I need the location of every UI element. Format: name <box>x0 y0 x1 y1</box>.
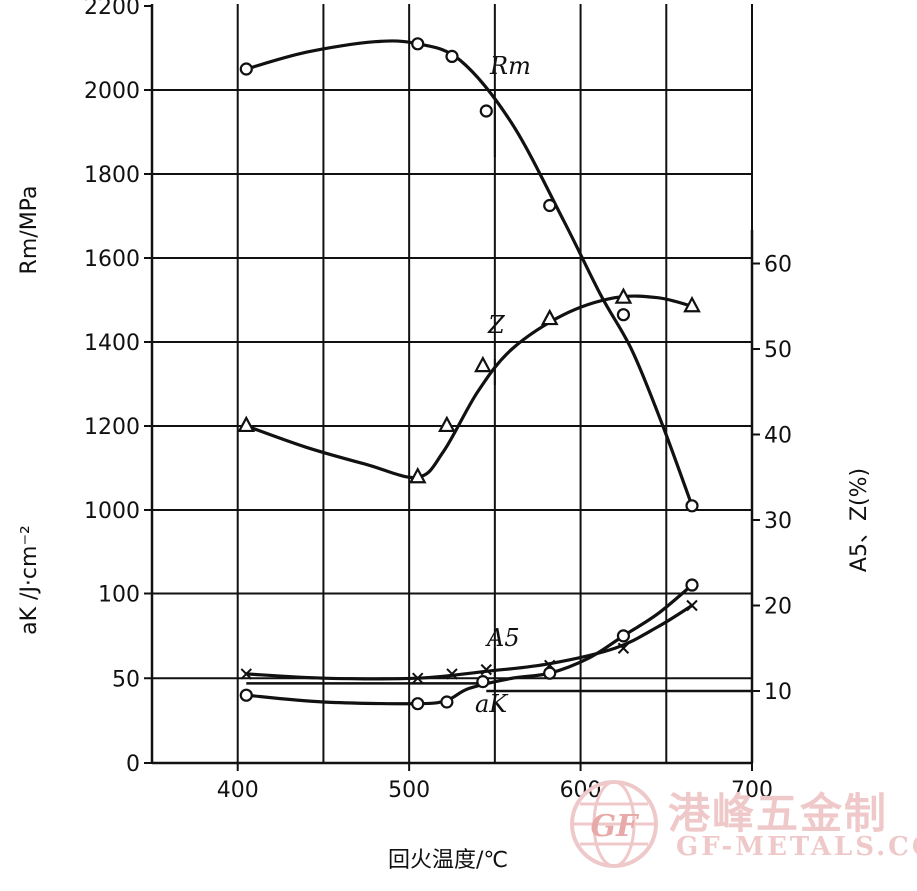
series-label-z: Z <box>487 311 506 339</box>
data-point-z <box>474 355 492 373</box>
series-line-rm <box>244 39 694 508</box>
watermark-logo-icon: GF <box>570 780 658 868</box>
data-point-z <box>237 415 256 433</box>
x-marker-stroke <box>412 672 424 684</box>
x-marker-stroke <box>480 663 492 676</box>
y-tick-label-left: 100 <box>98 583 140 608</box>
x-axis-title: 回火温度/℃ <box>387 848 509 873</box>
series-line-ak <box>244 583 694 706</box>
data-point-z <box>438 415 456 433</box>
data-point-a5 <box>686 599 698 612</box>
data-point-ak <box>685 578 699 592</box>
data-point-ak <box>411 697 425 711</box>
data-point-z <box>408 466 427 484</box>
y-tick-label-left: 1800 <box>84 163 140 188</box>
y-tick-label-left: 1000 <box>84 499 140 524</box>
y-tick-label-left: 1400 <box>84 331 140 356</box>
y-axis-title-ak: aK /J·cm⁻² <box>17 525 42 635</box>
y-axis-title-rm: Rm/MPa <box>17 186 42 275</box>
data-point-a5 <box>240 668 252 680</box>
data-point-ak <box>616 629 631 643</box>
watermark-cn: 港峰五金制 <box>668 789 889 838</box>
data-point-a5 <box>412 672 424 684</box>
x-tick-label: 700 <box>731 778 773 803</box>
y-tick-label-right: 30 <box>764 509 792 534</box>
data-point-ak <box>543 666 557 680</box>
series-label-ak: aK <box>475 690 509 718</box>
watermark-logo-text: GF <box>591 809 641 844</box>
y-tick-label-left: 50 <box>112 667 140 692</box>
data-point-ak <box>440 695 454 709</box>
y-tick-label-right: 10 <box>764 680 792 705</box>
y-tick-label-right: 60 <box>764 253 792 278</box>
data-point-ak <box>476 675 490 689</box>
series-label-rm: Rm <box>489 52 531 80</box>
data-point-ak <box>239 688 253 702</box>
x-marker-stroke <box>686 599 698 612</box>
data-point-rm <box>685 499 699 513</box>
data-point-z <box>614 287 633 304</box>
x-tick-label: 500 <box>388 778 430 803</box>
data-point-rm <box>616 308 631 322</box>
data-point-a5 <box>480 663 492 676</box>
series-curves <box>244 39 752 706</box>
y-tick-label-right: 50 <box>764 338 792 363</box>
data-point-rm <box>479 104 493 118</box>
y-tick-label-left: 2200 <box>84 0 140 20</box>
grid-lines <box>152 4 753 763</box>
y-axis-title-a5-z: A5、Z(%) <box>847 468 872 572</box>
x-tick-label: 400 <box>217 778 259 803</box>
series-line-z <box>244 294 694 480</box>
axes <box>144 4 760 771</box>
data-point-rm <box>445 49 459 64</box>
y-tick-label-left: 1200 <box>84 415 140 440</box>
x-marker-stroke <box>617 642 630 654</box>
y-tick-label-right: 40 <box>764 424 792 449</box>
watermark-en: GF-METALS.CO <box>676 832 917 862</box>
data-point-a5 <box>617 642 630 654</box>
y-tick-label-left: 1600 <box>84 247 140 272</box>
data-point-rm <box>543 198 557 213</box>
data-point-z <box>683 295 701 313</box>
x-marker-stroke <box>240 668 252 680</box>
y-tick-label-right: 20 <box>764 595 792 620</box>
series-markers <box>237 37 701 711</box>
data-point-rm <box>411 37 425 51</box>
x-marker-stroke <box>446 668 458 680</box>
data-point-rm <box>239 62 253 76</box>
y-tick-label-left: 2000 <box>84 79 140 104</box>
data-point-a5 <box>446 668 458 680</box>
tick-labels: 1000 1200 1400 1600 1800 2000 2200 0 50 100 10 20 30… <box>84 0 792 803</box>
series-line-a5 <box>244 603 694 681</box>
y-tick-label-left: 0 <box>126 752 140 777</box>
series-label-a5: A5 <box>485 624 520 652</box>
data-point-z <box>540 308 559 326</box>
